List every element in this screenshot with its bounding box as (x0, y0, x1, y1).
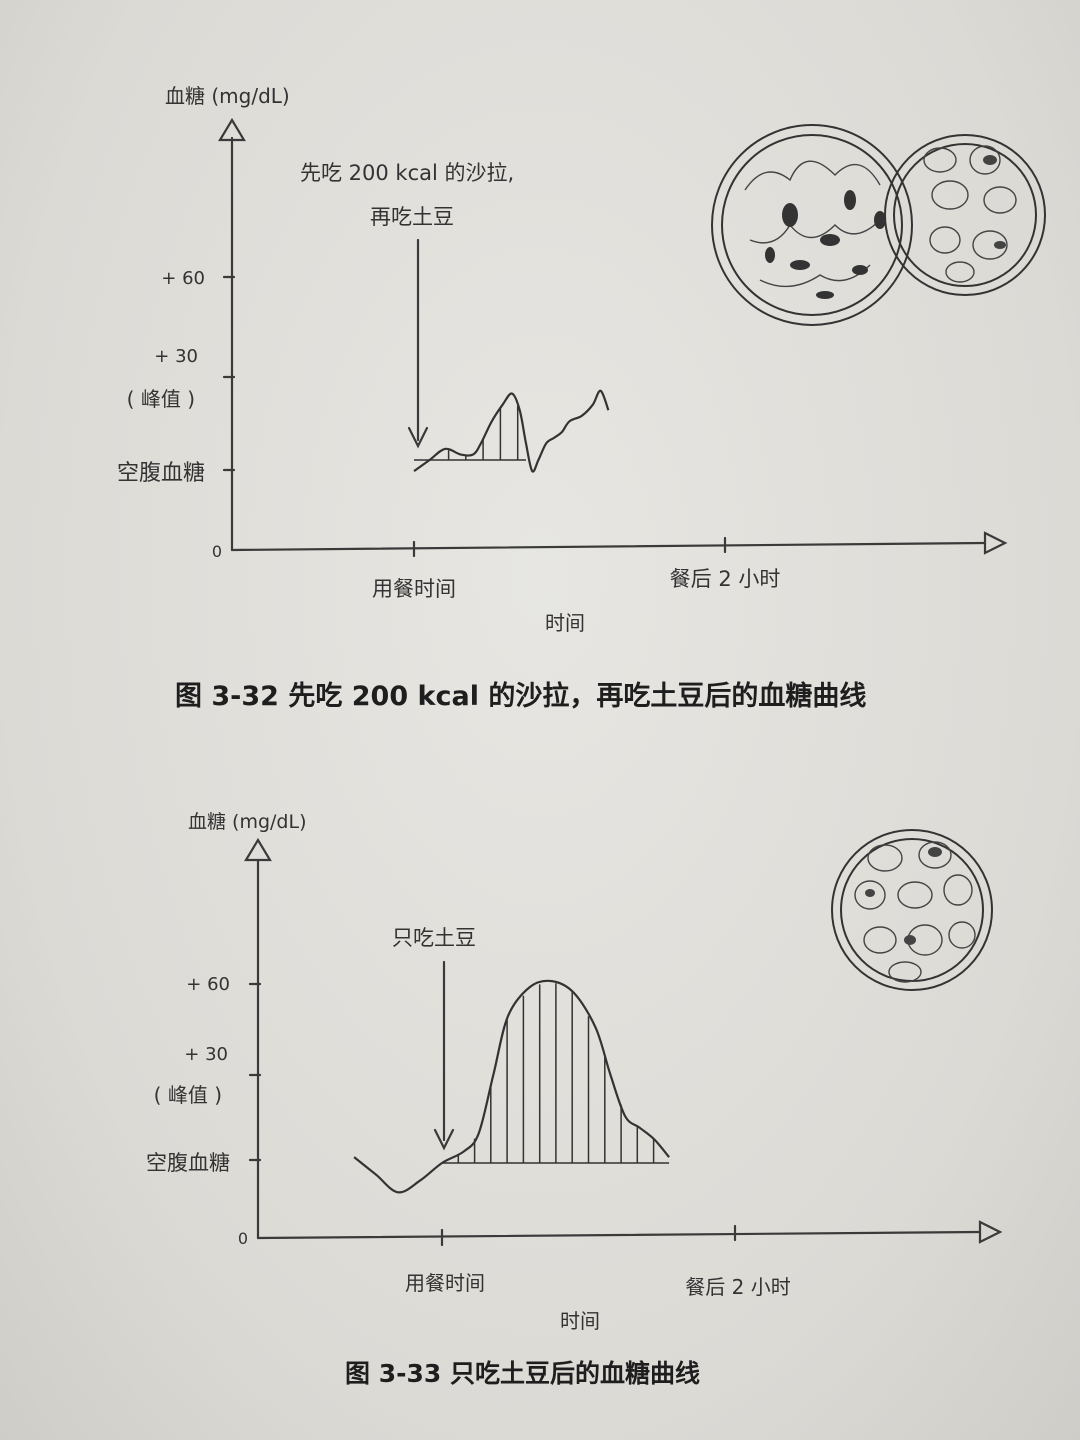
x-axis-label: 时间 (545, 611, 585, 635)
x-tick-label: 餐后 2 小时 (685, 1275, 790, 1299)
chart-3-32: 血糖 (mg/dL) + 60 + 30 ( 峰值 ) 空腹血糖 0 用餐时间 … (117, 84, 1046, 712)
y-axis-label: 血糖 (mg/dL) (165, 84, 290, 108)
glucose-curve (353, 979, 670, 1194)
y-tick-label: 0 (238, 1229, 248, 1248)
y-tick-label: + 60 (186, 974, 230, 995)
curve-hatching (442, 983, 670, 1164)
y-tick-label: 0 (212, 542, 222, 561)
x-axis (230, 541, 987, 552)
y-tick-label: ( 峰值 ) (154, 1083, 222, 1107)
y-tick-label: 空腹血糖 (117, 461, 205, 486)
meal-arrowhead (407, 426, 429, 449)
x-tick-label: 餐后 2 小时 (670, 567, 781, 591)
figure-caption: 图 3-33 只吃土豆后的血糖曲线 (345, 1359, 700, 1388)
annotation-line-1: 只吃土豆 (392, 926, 476, 950)
y-tick-label: + 30 (154, 346, 198, 367)
chart-3-33: 血糖 (mg/dL) + 60 + 30 ( 峰值 ) 空腹血糖 0 用餐时间 … (146, 811, 1003, 1388)
x-axis-arrow (983, 531, 1008, 555)
curve-hatching (414, 405, 526, 461)
y-axis-arrow (218, 117, 246, 142)
glucose-curve (413, 389, 610, 473)
y-axis-arrow (244, 837, 272, 862)
x-axis-label: 时间 (560, 1309, 600, 1333)
potato-illustration (831, 829, 993, 991)
figure-caption: 图 3-32 先吃 200 kcal 的沙拉，再吃土豆后的血糖曲线 (175, 680, 866, 712)
y-tick-label: ( 峰值 ) (127, 387, 195, 411)
salad-and-potato-illustration (711, 124, 1046, 326)
y-tick-label: + 60 (161, 268, 205, 289)
y-axis-label: 血糖 (mg/dL) (188, 811, 306, 833)
y-tick-label: + 30 (184, 1044, 228, 1065)
y-tick-label: 空腹血糖 (146, 1151, 230, 1175)
meal-arrowhead (433, 1128, 455, 1151)
x-axis (256, 1230, 982, 1240)
x-tick-label: 用餐时间 (405, 1271, 485, 1295)
x-axis-arrow (978, 1220, 1003, 1244)
x-tick-label: 用餐时间 (372, 577, 456, 601)
annotation-line-1: 先吃 200 kcal 的沙拉, (300, 161, 514, 185)
annotation-line-2: 再吃土豆 (370, 205, 454, 229)
